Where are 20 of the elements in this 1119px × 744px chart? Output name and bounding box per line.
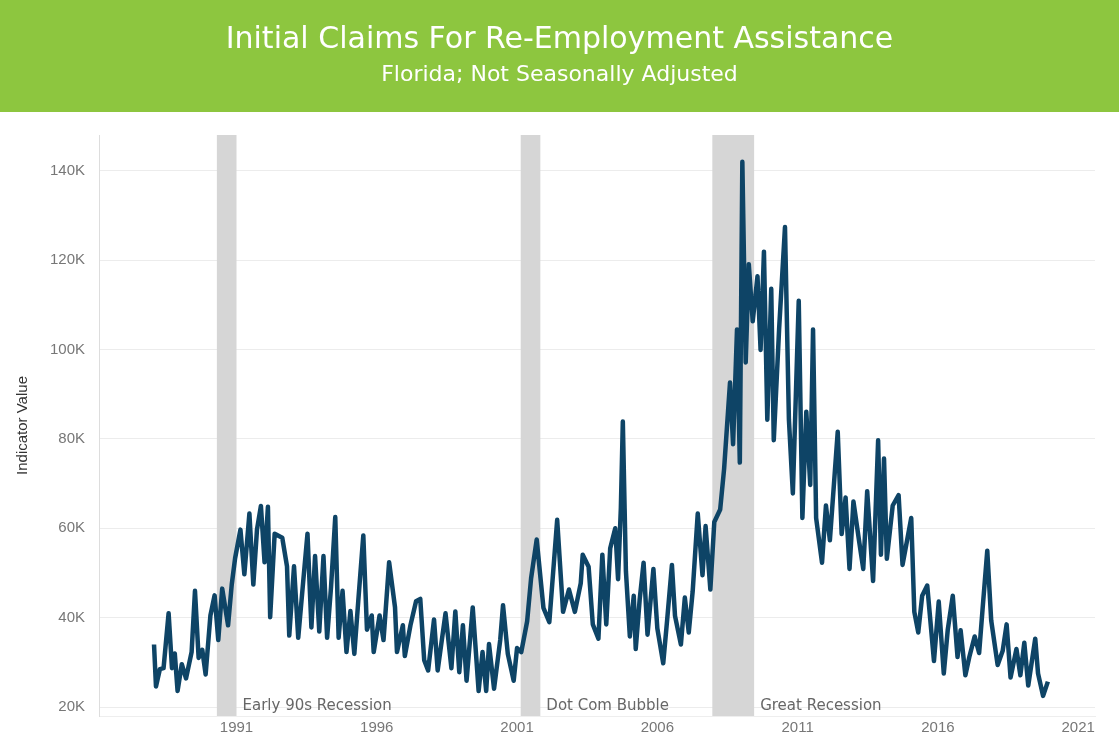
y-tick-label: 40K: [58, 607, 86, 625]
y-axis-title: Indicator Value: [13, 376, 31, 475]
band-label: Dot Com Bubble: [546, 696, 669, 715]
x-tick-label: 2006: [640, 718, 675, 736]
band-label: Great Recession: [760, 696, 882, 715]
y-tick-label: 20K: [58, 697, 86, 715]
y-tick-label: 140K: [49, 160, 86, 178]
band-label: Early 90s Recession: [242, 696, 392, 715]
x-tick-label: 2016: [921, 718, 955, 736]
y-tick-label: 60K: [58, 518, 86, 536]
y-tick-label: 80K: [58, 429, 86, 447]
x-tick-label: 1996: [360, 718, 394, 736]
chart-subtitle: Florida; Not Seasonally Adjusted: [380, 60, 739, 88]
x-tick-label: 1991: [219, 718, 254, 736]
x-tick-label: 2011: [781, 718, 814, 736]
chart-title: Initial Claims For Re-Employment Assistance: [224, 19, 895, 57]
y-tick-label: 120K: [49, 250, 86, 268]
x-tick-label: 2001: [500, 718, 534, 736]
y-tick-label: 100K: [49, 339, 86, 357]
x-tick-label: 2021: [1061, 718, 1095, 736]
